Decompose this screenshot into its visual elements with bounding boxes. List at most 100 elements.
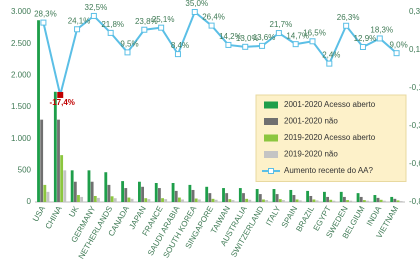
line-marker: [191, 9, 198, 15]
data-label: 28,3%: [34, 10, 57, 19]
line-marker: [343, 22, 350, 29]
bar: [157, 188, 161, 202]
bar: [222, 188, 225, 202]
y-tick-label: 500: [18, 165, 32, 174]
bar: [57, 119, 60, 202]
bar: [393, 198, 397, 202]
bar: [373, 195, 377, 202]
line-marker: [376, 35, 383, 42]
bar: [326, 196, 330, 202]
legend-label: 2001-2020 não: [284, 117, 338, 126]
bar: [181, 199, 184, 202]
data-label: 35,0%: [185, 0, 208, 8]
line-marker: [90, 12, 97, 19]
bar: [113, 198, 117, 202]
line-marker: [359, 43, 366, 50]
line-marker: [174, 51, 181, 58]
bar: [298, 200, 302, 202]
bar: [141, 186, 145, 202]
data-label: 9,5%: [120, 39, 138, 48]
data-label: 21,8%: [101, 20, 124, 29]
bar: [258, 194, 262, 202]
bar: [144, 198, 148, 202]
data-label: 13,6%: [253, 33, 276, 42]
data-label: 24,1%: [68, 16, 91, 25]
line-marker: [292, 41, 299, 48]
bar: [43, 184, 47, 202]
y-tick-label: 2.500: [11, 39, 32, 48]
data-label: 25,1%: [152, 15, 175, 24]
bar: [312, 199, 316, 202]
legend-label: 2001-2020 Acesso aberto: [284, 100, 376, 109]
data-label: 14,2%: [219, 32, 242, 41]
bar: [255, 189, 259, 202]
bar: [154, 183, 158, 202]
bar: [262, 199, 265, 202]
bar: [366, 200, 369, 202]
bar: [362, 200, 366, 202]
bar: [124, 188, 128, 202]
y-tick-label: 2.000: [11, 70, 32, 79]
bar: [37, 20, 40, 202]
data-label: 14,7%: [286, 31, 309, 40]
bar: [110, 196, 114, 202]
bar: [292, 195, 296, 202]
bar: [205, 186, 209, 202]
bar: [107, 184, 111, 202]
bar: [130, 198, 134, 202]
bar: [97, 197, 100, 202]
bar: [231, 200, 235, 202]
bar: [194, 198, 198, 202]
bar: [188, 184, 192, 202]
bar: [329, 199, 333, 202]
line-marker: [309, 38, 316, 45]
bar: [46, 191, 50, 202]
bar: [138, 181, 141, 202]
line: [42, 10, 398, 96]
bar: [379, 199, 383, 202]
legend-label: Aumento recente do AA?: [284, 166, 374, 175]
bar: [396, 200, 400, 202]
line-marker: [326, 60, 333, 67]
bar: [87, 170, 91, 202]
line-marker: [57, 91, 64, 98]
line-marker: [275, 30, 282, 37]
data-label: 26,4%: [202, 13, 225, 22]
legend-marker: [268, 168, 274, 174]
bar: [332, 200, 336, 202]
bar: [40, 119, 44, 202]
bar: [295, 199, 299, 202]
bar: [147, 199, 151, 202]
bar: [197, 199, 201, 202]
bar: [242, 193, 245, 202]
bar: [282, 200, 285, 202]
bar: [289, 189, 293, 202]
bar: [104, 172, 108, 202]
y2-tick-label: -0,85: [409, 197, 420, 206]
bar: [191, 189, 195, 202]
legend-swatch: [264, 134, 278, 142]
bar: [315, 200, 319, 202]
bar: [238, 188, 242, 202]
bar: [390, 196, 394, 202]
legend-swatch: [264, 101, 278, 109]
data-label: 12,9%: [354, 34, 377, 43]
line-marker: [259, 42, 266, 49]
data-label: 23,8%: [135, 17, 158, 26]
bar: [70, 170, 74, 202]
y2-tick-label: -0,13: [409, 83, 420, 92]
data-label: 21,7%: [270, 20, 293, 29]
y2-tick-label: -0,37: [409, 121, 420, 130]
bar: [376, 197, 380, 202]
bar: [73, 181, 77, 202]
data-label: 26,3%: [337, 13, 360, 22]
line-marker: [40, 19, 47, 26]
bar: [272, 189, 276, 202]
line-marker: [225, 41, 232, 48]
legend-label: 2019-2020 Acesso aberto: [284, 133, 376, 142]
bar: [174, 190, 178, 202]
bar: [309, 195, 313, 202]
bar: [225, 193, 229, 202]
bar: [90, 181, 94, 202]
